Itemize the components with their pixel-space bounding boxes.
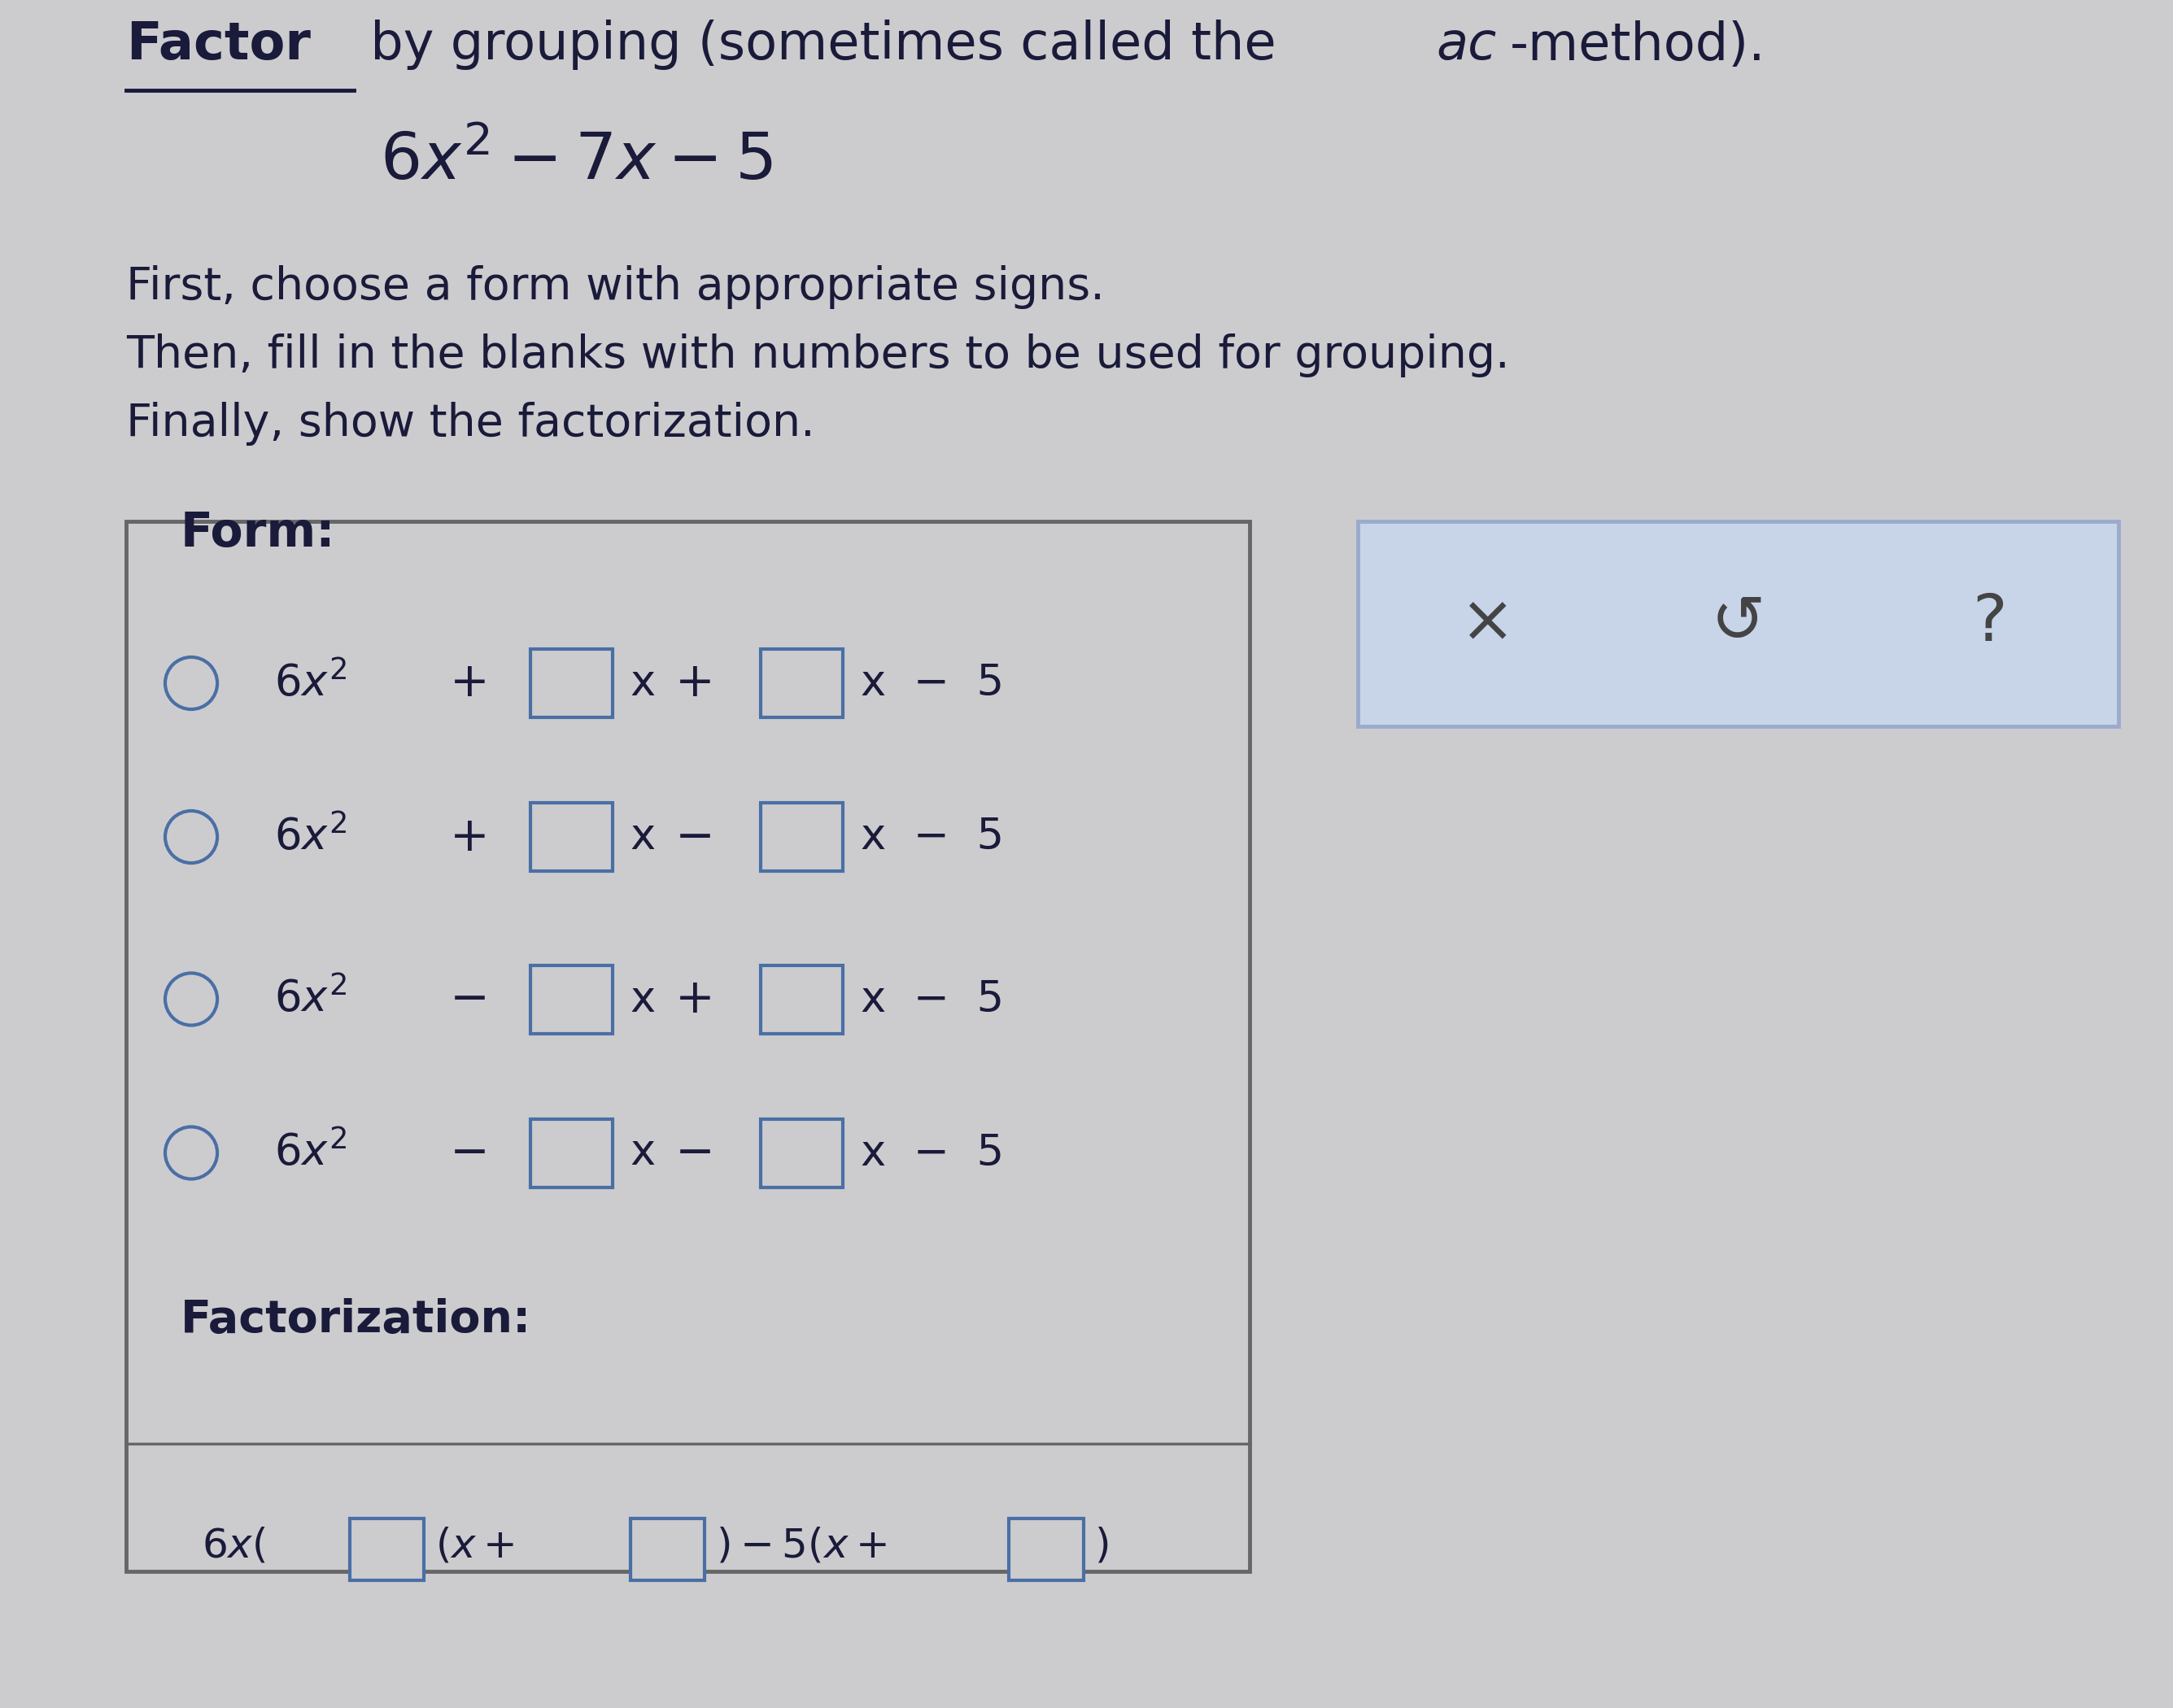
Text: -method).: -method). [1510,20,1767,70]
Bar [761,965,843,1033]
Text: x: x [630,663,656,704]
Text: ↺: ↺ [1710,591,1767,656]
Bar [530,1119,613,1187]
Text: ac: ac [1436,20,1497,70]
Bar [126,521,1249,1571]
Bar [761,1119,843,1187]
Text: $6x($: $6x($ [202,1527,267,1565]
Text: x  −  5: x − 5 [861,663,1004,704]
Bar [530,649,613,717]
Text: Finally, show the factorization.: Finally, show the factorization. [126,401,815,446]
Text: x: x [630,816,656,857]
Text: +: + [676,659,715,707]
Text: by grouping (sometimes called the: by grouping (sometimes called the [354,20,1293,70]
Text: $6x^2$: $6x^2$ [274,661,346,705]
Text: x  −  5: x − 5 [861,1132,1004,1173]
Text: ×: × [1460,591,1515,656]
Text: +: + [450,813,489,861]
Text: $) - 5(x +$: $) - 5(x +$ [715,1527,887,1565]
Text: −: − [450,975,489,1023]
Text: x: x [630,979,656,1020]
Bar [630,1518,704,1580]
Text: $6x^2$: $6x^2$ [274,1131,346,1175]
Bar [350,1518,424,1580]
Bar [761,803,843,871]
Text: x  −  5: x − 5 [861,979,1004,1020]
Text: $6x^2$: $6x^2$ [274,977,346,1021]
Text: $)$: $)$ [1095,1527,1108,1565]
Text: −: − [450,1129,489,1177]
Text: Form:: Form: [180,511,335,557]
Text: ?: ? [1971,591,2008,656]
Text: $6x^2$: $6x^2$ [274,815,346,859]
Text: x: x [630,1132,656,1173]
Text: x  −  5: x − 5 [861,816,1004,857]
Bar [1358,521,2119,726]
Text: $(x + $: $(x + $ [435,1527,515,1565]
Text: +: + [676,975,715,1023]
Text: −: − [676,1129,715,1177]
Text: Factor: Factor [126,20,311,70]
Text: Then, fill in the blanks with numbers to be used for grouping.: Then, fill in the blanks with numbers to… [126,333,1510,377]
Bar [530,803,613,871]
Text: $6x^2 - 7x - 5$: $6x^2 - 7x - 5$ [380,130,774,193]
Bar [1008,1518,1084,1580]
Text: First, choose a form with appropriate signs.: First, choose a form with appropriate si… [126,265,1104,309]
Bar [530,965,613,1033]
Text: Factorization:: Factorization: [180,1298,530,1342]
Text: −: − [676,813,715,861]
Text: +: + [450,659,489,707]
Bar [761,649,843,717]
